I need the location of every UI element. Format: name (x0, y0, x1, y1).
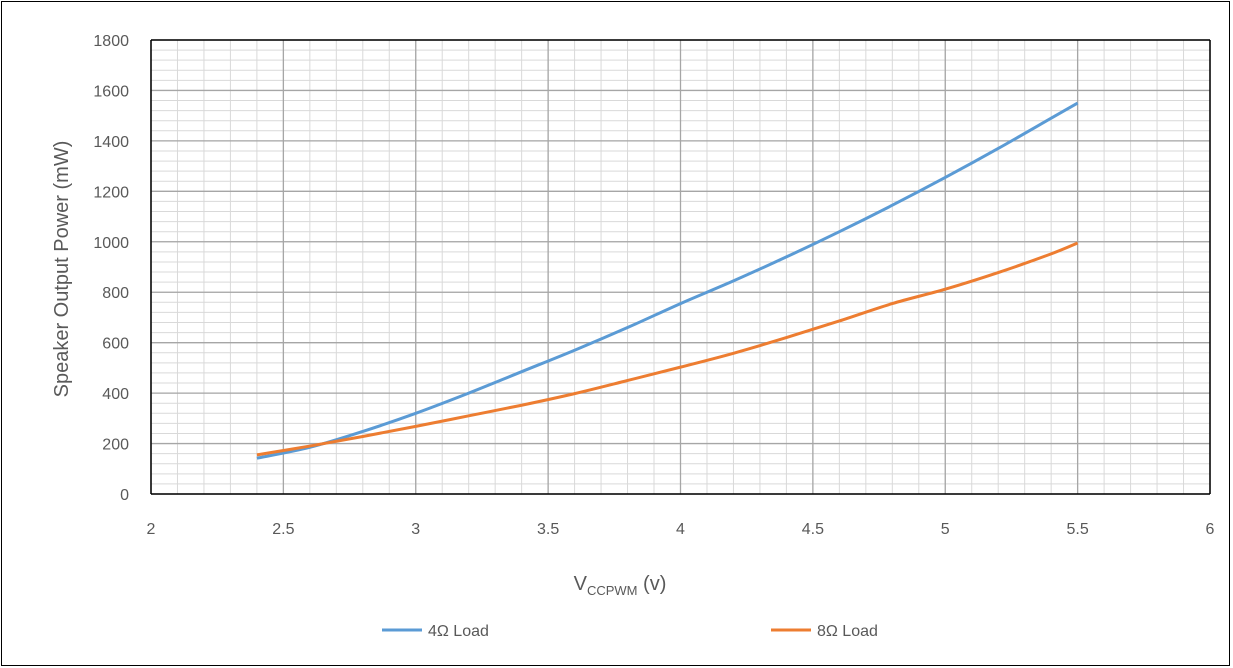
series-line-8ohm (256, 241, 1079, 457)
y-tick-label: 600 (102, 336, 129, 353)
y-tick-label: 1200 (93, 184, 129, 201)
x-tick-label: 6 (1206, 521, 1215, 538)
legend: 4Ω Load 8Ω Load (382, 623, 878, 640)
x-axis-title-suffix: (v) (638, 573, 667, 595)
x-tick-label: 3.5 (537, 521, 559, 538)
x-axis-title: VCCPWM (v) (574, 573, 667, 598)
x-tick-label: 5.5 (1067, 521, 1089, 538)
x-axis-title-subscript: CCPWM (587, 583, 638, 598)
y-tick-label: 1000 (93, 235, 129, 252)
legend-label: 4Ω Load (428, 623, 489, 640)
x-tick-label: 4.5 (802, 521, 824, 538)
legend-label: 8Ω Load (817, 623, 878, 640)
series-line-4ohm (256, 101, 1079, 460)
axes (150, 39, 1211, 495)
x-tick-labels: 2 2.5 3 3.5 4 4.5 5 5.5 6 (147, 521, 1215, 538)
y-tick-label: 800 (102, 285, 129, 302)
x-tick-label: 4 (676, 521, 685, 538)
y-tick-label: 400 (102, 386, 129, 403)
x-tick-label: 5 (941, 521, 950, 538)
y-tick-label: 1800 (93, 33, 129, 50)
x-axis-title-main: V (574, 573, 588, 595)
y-tick-label: 200 (102, 437, 129, 454)
x-tick-label: 2 (147, 521, 156, 538)
y-tick-labels: 0 200 400 600 800 1000 1200 1400 1600 1800 (93, 33, 129, 504)
y-axis-title: Speaker Output Power (mW) (51, 141, 73, 398)
x-tick-label: 2.5 (272, 521, 294, 538)
series-layer (256, 101, 1079, 460)
y-tick-label: 0 (120, 487, 129, 504)
y-tick-label: 1600 (93, 83, 129, 100)
x-tick-label: 3 (411, 521, 420, 538)
y-tick-label: 1400 (93, 134, 129, 151)
